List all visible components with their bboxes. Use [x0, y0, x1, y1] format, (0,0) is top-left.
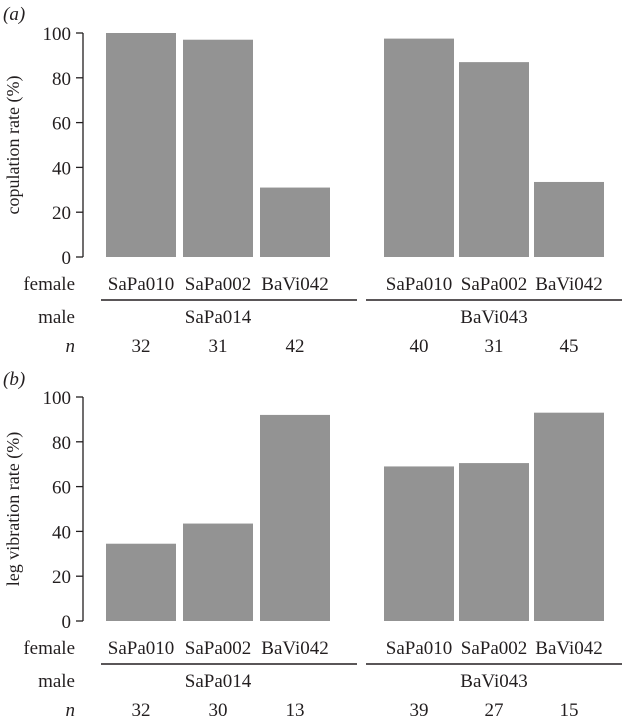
n-value: 27 — [485, 700, 504, 719]
bar — [183, 523, 253, 621]
n-value: 32 — [132, 336, 151, 357]
bar — [260, 414, 330, 621]
category-label: BaVi042 — [261, 274, 328, 295]
y-tick-label: 20 — [52, 203, 71, 224]
n-value: 45 — [560, 336, 579, 357]
male-group-label: SaPa014 — [185, 671, 252, 692]
bar — [183, 39, 253, 257]
y-tick-label: 40 — [52, 158, 71, 179]
male-group-label: SaPa014 — [185, 307, 252, 328]
category-label: BaVi042 — [261, 638, 328, 659]
female-row-label: female — [23, 274, 75, 295]
category-label: BaVi042 — [535, 274, 602, 295]
bar — [260, 187, 330, 257]
y-axis-label: leg vibration rate (%) — [3, 432, 24, 586]
bar — [384, 466, 454, 621]
panel-label: (b) — [3, 369, 25, 390]
male-group-label: BaVi043 — [460, 307, 527, 328]
n-value: 31 — [209, 336, 228, 357]
n-value: 13 — [286, 700, 305, 719]
category-label: SaPa010 — [386, 274, 453, 295]
bar — [534, 181, 604, 257]
n-value: 42 — [286, 336, 305, 357]
y-tick-label: 60 — [52, 478, 71, 499]
y-tick-label: 0 — [62, 612, 72, 633]
category-label: SaPa002 — [461, 274, 528, 295]
y-axis-label: copulation rate (%) — [3, 76, 24, 215]
y-tick-label: 100 — [43, 388, 72, 409]
n-value: 39 — [410, 700, 429, 719]
category-label: BaVi042 — [535, 638, 602, 659]
category-label: SaPa010 — [386, 638, 453, 659]
y-tick-label: 60 — [52, 114, 71, 135]
y-tick-label: 40 — [52, 522, 71, 543]
y-tick-label: 80 — [52, 433, 71, 454]
n-row-label: n — [66, 336, 76, 357]
y-tick-label: 20 — [52, 567, 71, 588]
male-row-label: male — [38, 671, 75, 692]
category-label: SaPa002 — [461, 638, 528, 659]
bar — [459, 463, 529, 621]
category-label: SaPa010 — [108, 638, 175, 659]
female-row-label: female — [23, 638, 75, 659]
y-tick-label: 100 — [43, 24, 72, 45]
y-tick-label: 0 — [62, 248, 72, 269]
bar — [106, 33, 176, 257]
category-label: SaPa010 — [108, 274, 175, 295]
bar — [459, 62, 529, 258]
bar — [384, 38, 454, 257]
male-row-label: male — [38, 307, 75, 328]
category-label: SaPa002 — [185, 638, 252, 659]
panel-label: (a) — [3, 4, 25, 25]
bar — [106, 543, 176, 621]
n-value: 31 — [485, 336, 504, 357]
n-value: 40 — [410, 336, 429, 357]
n-value: 15 — [560, 700, 579, 719]
n-value: 30 — [209, 700, 228, 719]
n-row-label: n — [66, 700, 76, 719]
bar — [534, 412, 604, 621]
y-tick-label: 80 — [52, 69, 71, 90]
category-label: SaPa002 — [185, 274, 252, 295]
n-value: 32 — [132, 700, 151, 719]
male-group-label: BaVi043 — [460, 671, 527, 692]
